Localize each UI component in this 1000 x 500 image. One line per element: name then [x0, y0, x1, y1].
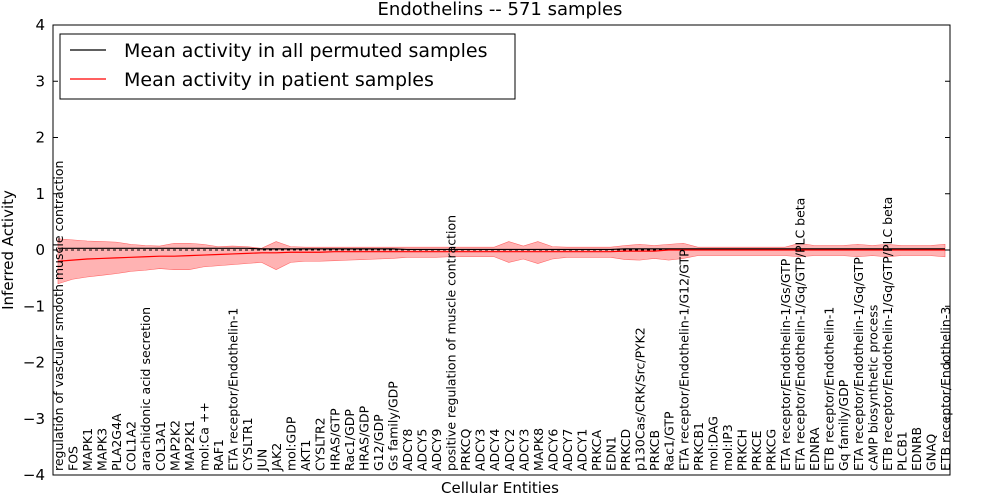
- category-label: PRKCE: [749, 431, 764, 471]
- category-label: COL3A1: [153, 421, 168, 471]
- category-label: COL1A2: [124, 421, 139, 471]
- legend-label-permuted: Mean activity in all permuted samples: [124, 40, 487, 62]
- category-label: ETA receptor/Endothelin-1/Gq/GTP: [851, 257, 866, 471]
- category-label: G12/GDP: [371, 414, 386, 471]
- category-label: JAK2: [269, 443, 284, 472]
- category-label: PRKCH: [734, 429, 749, 471]
- category-label: ADCY3: [473, 429, 488, 471]
- category-label: mol:IP3: [720, 424, 735, 471]
- category-label: mol:GDP: [284, 416, 299, 471]
- category-label: HRAS/GDP: [356, 405, 371, 471]
- category-label: MAPK3: [95, 428, 110, 471]
- series-line-0: [58, 247, 945, 251]
- category-label: PLA2G4A: [109, 413, 124, 471]
- category-label: HRAS/GTP: [327, 408, 342, 471]
- category-label: ADCY6: [545, 429, 560, 471]
- category-label: ADCY5: [415, 429, 430, 471]
- category-label: AKT1: [298, 440, 313, 471]
- category-label: ETB receptor/Endothelin-1: [822, 307, 837, 471]
- category-label: ADCY1: [574, 429, 589, 471]
- category-label: arachidonic acid secretion: [138, 307, 153, 471]
- category-label: ADCY3: [516, 429, 531, 471]
- y-tick-label: 2: [35, 129, 45, 147]
- confidence-band: [57, 238, 946, 285]
- y-tick-label: −3: [23, 410, 45, 428]
- category-label: RAF1: [211, 439, 226, 471]
- category-label: EDNRB: [909, 427, 924, 471]
- y-tick-label: 4: [35, 16, 45, 34]
- category-label: mol:DAG: [705, 416, 720, 471]
- category-label: PLCB1: [894, 431, 909, 471]
- series-line-1: [57, 249, 945, 262]
- x-axis-label: Cellular Entities: [441, 479, 559, 497]
- category-label: PRKCQ: [458, 429, 473, 471]
- category-label: CYSLTR1: [240, 417, 255, 471]
- category-label: MAP2K1: [182, 420, 197, 471]
- category-label: ETA receptor/Endothelin-1/G12/GTP: [676, 249, 691, 471]
- category-label: Gq family/GDP: [836, 379, 851, 471]
- category-label: ADCY8: [400, 429, 415, 471]
- category-label: cAMP biosynthetic process: [865, 305, 880, 471]
- category-label: CYSLTR2: [313, 417, 328, 471]
- category-label: PRKCG: [764, 429, 779, 471]
- category-label: MAP2K2: [167, 420, 182, 471]
- category-label: GNAQ: [923, 434, 938, 471]
- category-label: JUN: [255, 449, 270, 472]
- category-label: FOS: [66, 446, 81, 471]
- category-label: ADCY2: [502, 429, 517, 471]
- y-tick-label: 0: [35, 241, 45, 259]
- category-label: Rac1/GTP: [662, 411, 677, 471]
- y-tick-label: −2: [23, 354, 45, 372]
- legend-label-patient: Mean activity in patient samples: [124, 69, 434, 91]
- category-label: ETA receptor/Endothelin-1/Gq/GTP/PLC bet…: [793, 198, 808, 471]
- chart-title: Endothelins -- 571 samples: [378, 0, 623, 20]
- category-label: ADCY9: [429, 429, 444, 471]
- category-label: PRKCA: [589, 430, 604, 471]
- category-label: EDNRA: [807, 427, 822, 471]
- category-label: ETB receptor/Endothelin-3: [938, 307, 953, 471]
- category-label: regulation of vascular smooth muscle con…: [51, 161, 66, 471]
- legend: Mean activity in all permuted samples Me…: [59, 33, 516, 100]
- category-label: PRKCB1: [691, 422, 706, 471]
- y-tick-label: −1: [23, 297, 45, 315]
- y-axis-label: Inferred Activity: [0, 190, 17, 310]
- y-tick-label: −4: [23, 466, 45, 484]
- category-label: PRKCB: [647, 430, 662, 471]
- category-label: MAPK8: [531, 428, 546, 471]
- category-label: ADCY4: [487, 429, 502, 471]
- category-label: ETB receptor/Endothelin-1/Gq/GTP/PLC bet…: [880, 197, 895, 471]
- category-label: Rac1/GDP: [342, 409, 357, 471]
- category-label: positive regulation of muscle contractio…: [444, 215, 459, 471]
- category-label: p130Cas/CRK/Src/PYK2: [633, 327, 648, 471]
- legend-box: [59, 33, 516, 100]
- category-label: EDN1: [604, 436, 619, 471]
- y-tick-label: 1: [35, 185, 45, 203]
- plot-area: −4 −3 −2 −1 0 1 2 3 4 regulation of vascular smoo…: [23, 16, 953, 484]
- y-tick-label: 3: [35, 72, 45, 90]
- category-label: ADCY7: [560, 429, 575, 471]
- category-label: mol:Ca ++: [196, 402, 211, 471]
- category-label: MAPK1: [80, 428, 95, 471]
- category-label: ETA receptor/Endothelin-1: [225, 308, 240, 471]
- category-label: Gs family/GDP: [385, 381, 400, 471]
- category-label: PRKCD: [618, 429, 633, 471]
- category-label: ETA receptor/Endothelin-1/Gs/GTP: [778, 258, 793, 471]
